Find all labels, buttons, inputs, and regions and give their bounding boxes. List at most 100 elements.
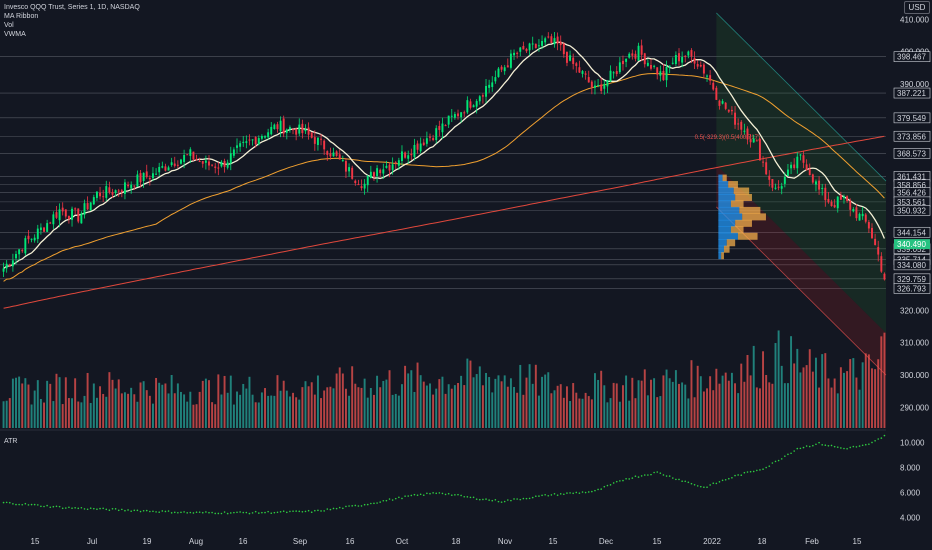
- volume-bar: [653, 378, 656, 428]
- candle: [189, 149, 192, 156]
- atr-dot: [871, 441, 873, 444]
- candle: [372, 172, 375, 177]
- current-price-label: 340.490: [897, 240, 926, 249]
- atr-dot: [407, 495, 410, 497]
- candle: [148, 178, 151, 180]
- atr-dot: [818, 441, 820, 444]
- atr-dot: [784, 455, 786, 457]
- volume-bar: [625, 375, 628, 428]
- volume-bar: [320, 398, 323, 428]
- candle: [491, 82, 494, 87]
- volume-profile-bar: [737, 232, 758, 240]
- volume-bar: [419, 375, 422, 428]
- atr-dot: [671, 477, 674, 479]
- price-tick: 300.000: [900, 371, 929, 380]
- volume-bar: [127, 393, 130, 428]
- candle: [74, 208, 77, 210]
- candle: [117, 190, 120, 192]
- candle: [537, 45, 540, 47]
- candle: [706, 75, 708, 77]
- currency-badge[interactable]: USD: [904, 1, 930, 14]
- price-level-label: 329.759: [897, 275, 926, 284]
- candle: [867, 222, 870, 229]
- volume-bar: [5, 400, 8, 428]
- volume-bar: [858, 389, 861, 428]
- candle: [864, 214, 867, 222]
- candle: [338, 154, 341, 160]
- volume-bar: [369, 388, 372, 428]
- volume-bar: [883, 332, 886, 428]
- candle: [341, 160, 344, 162]
- candle: [506, 65, 509, 68]
- candle: [668, 65, 671, 68]
- candle: [730, 109, 733, 112]
- volume-bar: [678, 383, 680, 428]
- atr-dot: [370, 502, 372, 505]
- volume-bar: [509, 378, 512, 428]
- volume-bar: [195, 404, 198, 428]
- atr-dot: [236, 511, 238, 514]
- atr-dot: [404, 495, 406, 497]
- atr-dot: [320, 510, 322, 512]
- candle: [39, 227, 42, 230]
- atr-dot: [463, 495, 466, 498]
- volume-profile-bar: [718, 174, 723, 182]
- candle: [447, 115, 450, 125]
- candle: [99, 192, 102, 197]
- price-level-label: 344.154: [897, 228, 926, 237]
- price-level-label: 334.080: [897, 261, 926, 270]
- atr-dot: [149, 510, 151, 513]
- atr-dot: [133, 509, 136, 512]
- atr-dot: [793, 450, 795, 452]
- atr-dot: [167, 510, 170, 512]
- volume-bar: [774, 343, 777, 428]
- atr-dot: [410, 494, 413, 497]
- price-level-label: 361.431: [897, 172, 926, 181]
- volume-bar: [279, 390, 282, 428]
- candle: [712, 82, 715, 90]
- legend-vwma[interactable]: VWMA: [4, 31, 26, 38]
- atr-dot: [656, 471, 659, 473]
- candle: [793, 164, 796, 169]
- candle: [721, 101, 724, 104]
- volume-bar: [852, 358, 855, 428]
- volume-bar: [553, 390, 556, 428]
- atr-dot: [205, 511, 207, 513]
- legend-ma-ribbon[interactable]: MA Ribbon: [4, 13, 39, 20]
- volume-bar: [323, 390, 326, 428]
- volume-bar: [877, 359, 880, 428]
- volume-bar: [450, 388, 453, 428]
- candle: [687, 51, 690, 56]
- atr-dot: [808, 445, 811, 448]
- volume-bar: [637, 380, 640, 428]
- atr-label[interactable]: ATR: [4, 438, 18, 445]
- atr-dot: [858, 445, 861, 447]
- volume-bar: [457, 382, 459, 428]
- channel-top-line: [716, 12, 887, 182]
- x-axis-label: Nov: [498, 537, 512, 546]
- candle: [693, 57, 696, 64]
- candle: [500, 66, 503, 70]
- candle: [678, 53, 680, 62]
- volume-bar: [105, 396, 108, 428]
- x-axis-label: Jul: [87, 537, 97, 546]
- ma-slow-line: [3, 135, 885, 309]
- volume-bar: [142, 381, 145, 428]
- candle: [419, 143, 422, 152]
- atr-dot: [83, 508, 86, 510]
- volume-bar: [758, 388, 761, 428]
- volume-bar: [559, 384, 562, 428]
- atr-dot: [709, 484, 711, 486]
- volume-bar: [537, 395, 540, 428]
- candle: [130, 184, 133, 189]
- atr-dot: [351, 505, 353, 507]
- candle: [799, 154, 802, 156]
- candle: [282, 118, 285, 134]
- candle: [628, 53, 631, 58]
- candle: [550, 36, 553, 44]
- atr-dot: [214, 512, 217, 515]
- volume-bar: [229, 375, 232, 428]
- symbol-title[interactable]: Invesco QQQ Trust, Series 1, 1D, NASDAQ: [4, 4, 140, 11]
- legend-vol[interactable]: Vol: [4, 22, 14, 29]
